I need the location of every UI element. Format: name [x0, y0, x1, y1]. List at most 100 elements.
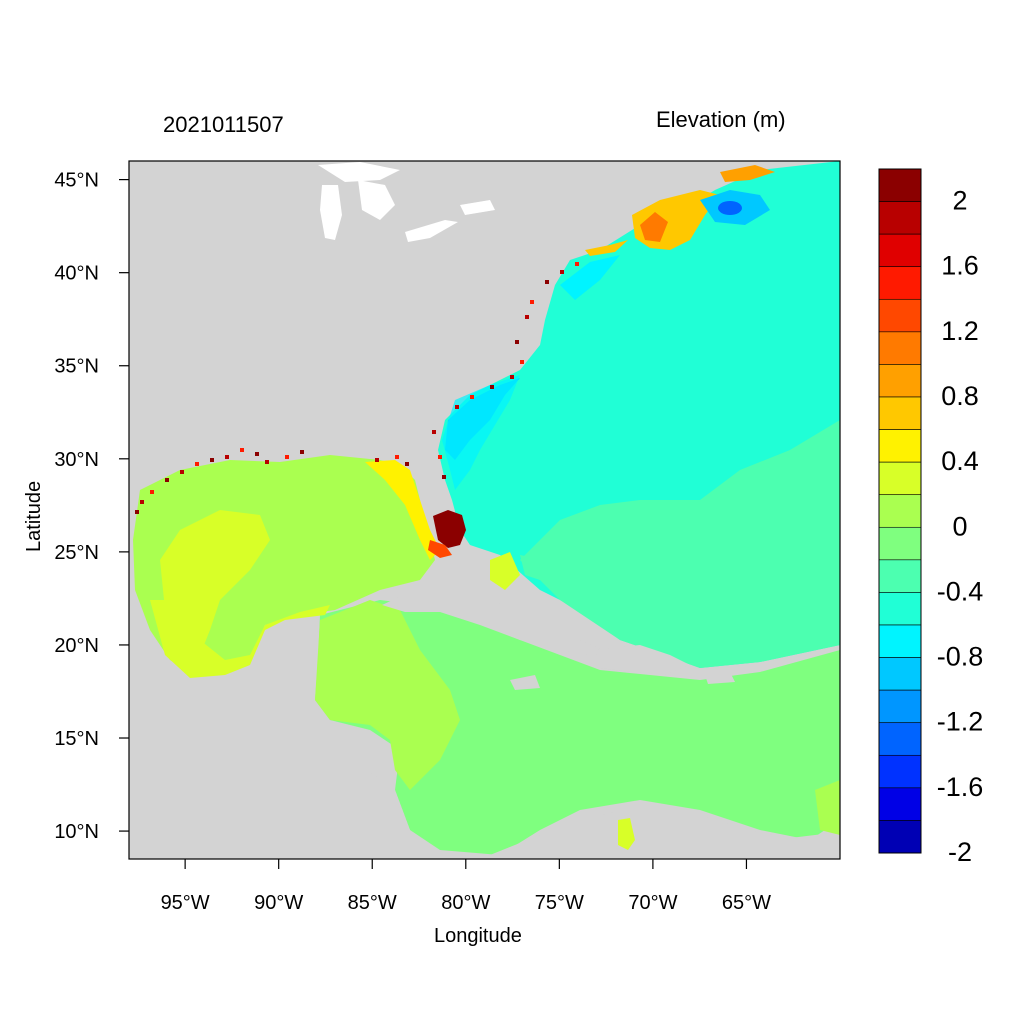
bahamas-banks [490, 552, 520, 590]
surge-dot [455, 405, 459, 409]
lat-tick-label: 10°N [54, 821, 99, 843]
surge-dot [165, 478, 169, 482]
caribbean-sea-region [315, 600, 840, 855]
colorbar-bin [878, 266, 922, 300]
surge-dot [265, 460, 269, 464]
surge-dot [438, 455, 442, 459]
surge-dot [300, 450, 304, 454]
surge-dot [240, 448, 244, 452]
surge-dot [432, 430, 436, 434]
lat-tick-label: 35°N [54, 356, 99, 378]
lake-huron [358, 180, 395, 220]
surge-dot [515, 340, 519, 344]
yucatan-basin-region [315, 600, 460, 790]
surge-dot [530, 300, 534, 304]
colorbar-label: -2 [948, 837, 972, 867]
surge-dot [255, 452, 259, 456]
bay-of-campeche-patch [150, 600, 330, 678]
colorbar-bin [878, 233, 922, 268]
lat-tick-label: 15°N [54, 728, 99, 750]
colorbar-bin [878, 722, 922, 756]
coastal-surge-dots [135, 262, 579, 514]
western-gulf-patch [160, 510, 270, 655]
colorbar-bin [878, 820, 922, 854]
jamaica-landmass [510, 675, 540, 690]
colorbar-label: 0.4 [941, 446, 979, 476]
surge-dot [560, 270, 564, 274]
scotian-low-core [718, 201, 742, 215]
surge-dot [545, 280, 549, 284]
colorbar-label: 0 [952, 511, 967, 541]
colorbar-bin [878, 461, 922, 496]
mid-atlantic-bight-region [560, 255, 620, 300]
surge-dot [520, 360, 524, 364]
lat-tick-label: 20°N [54, 635, 99, 657]
map-plot-area [129, 161, 840, 859]
colorbar-bin [878, 624, 922, 658]
surge-dot [135, 510, 139, 514]
colorbar-label: 1.6 [941, 251, 979, 281]
surge-dot [395, 455, 399, 459]
surge-dot [575, 262, 579, 266]
map-frame [128, 160, 841, 860]
eastern-caribbean-patch [815, 780, 840, 835]
lon-tick-label: 85°W [348, 892, 397, 914]
hispaniola-landmass [595, 645, 690, 675]
colorbar-bin [878, 364, 922, 398]
puerto-rico-landmass [705, 672, 735, 684]
lat-tick-label: 40°N [54, 263, 99, 285]
colorbar-bin [878, 592, 922, 626]
colorbar-bin [878, 396, 922, 430]
lon-tick-label: 80°W [441, 892, 490, 914]
bahamas-bank-2 [520, 555, 545, 580]
lat-tick-label: 45°N [54, 170, 99, 192]
lake-ontario [460, 200, 495, 215]
lake-michigan [320, 185, 342, 240]
central-america-landmass [129, 715, 430, 859]
colorbar-bin [878, 331, 922, 365]
surge-dot [442, 475, 446, 479]
colorbar-label: -0.4 [937, 576, 984, 606]
surge-dot [285, 455, 289, 459]
colorbar-bin [878, 754, 922, 789]
surge-dot [375, 458, 379, 462]
gulf-of-maine-core [640, 212, 668, 242]
surge-dot [210, 458, 214, 462]
colorbar-bin [878, 787, 922, 821]
colorbar-label: 2 [952, 186, 967, 216]
west-florida-shelf [365, 460, 440, 560]
nova-scotia-strip [720, 165, 775, 182]
south-atlantic-band-region [520, 420, 840, 668]
surge-dot [510, 375, 514, 379]
florida-storm-surge [433, 510, 466, 548]
variable-title: Elevation (m) [656, 107, 786, 132]
colorbar-bin [878, 526, 922, 561]
longitude-ticks: 95°W 90°W 85°W 80°W 75°W 70°W 65°W [161, 859, 771, 914]
lake-superior [318, 162, 400, 182]
colorbar: 2 1.6 1.2 0.8 0.4 0 -0.4 -0.8 -1.2 -1.6 -2 [878, 168, 984, 867]
latitude-ticks: 45°N 40°N 35°N 30°N 25°N 20°N 15°N 10°N [54, 170, 129, 843]
lon-tick-label: 90°W [254, 892, 303, 914]
se-coast-low-outer [442, 375, 520, 490]
surge-dot [490, 385, 494, 389]
colorbar-label: -1.2 [937, 707, 984, 737]
long-island-strip [585, 240, 628, 256]
colorbar-bin [878, 298, 922, 333]
lat-tick-label: 25°N [54, 542, 99, 564]
colorbar-bin [878, 168, 922, 202]
surge-dot [140, 500, 144, 504]
florida-keys-surge [428, 540, 452, 558]
colorbar-bin [878, 657, 922, 691]
lake-erie [405, 220, 458, 242]
timestamp-label: 2021011507 [163, 112, 284, 137]
colorbar-bin [878, 559, 922, 593]
surge-dot [195, 462, 199, 466]
surge-dot [150, 490, 154, 494]
colorbar-bin [878, 429, 922, 463]
colorbar-label: -1.6 [937, 772, 984, 802]
lon-tick-label: 75°W [535, 892, 584, 914]
colorbar-frame [878, 168, 922, 854]
surge-dot [180, 470, 184, 474]
lon-tick-label: 65°W [722, 892, 771, 914]
